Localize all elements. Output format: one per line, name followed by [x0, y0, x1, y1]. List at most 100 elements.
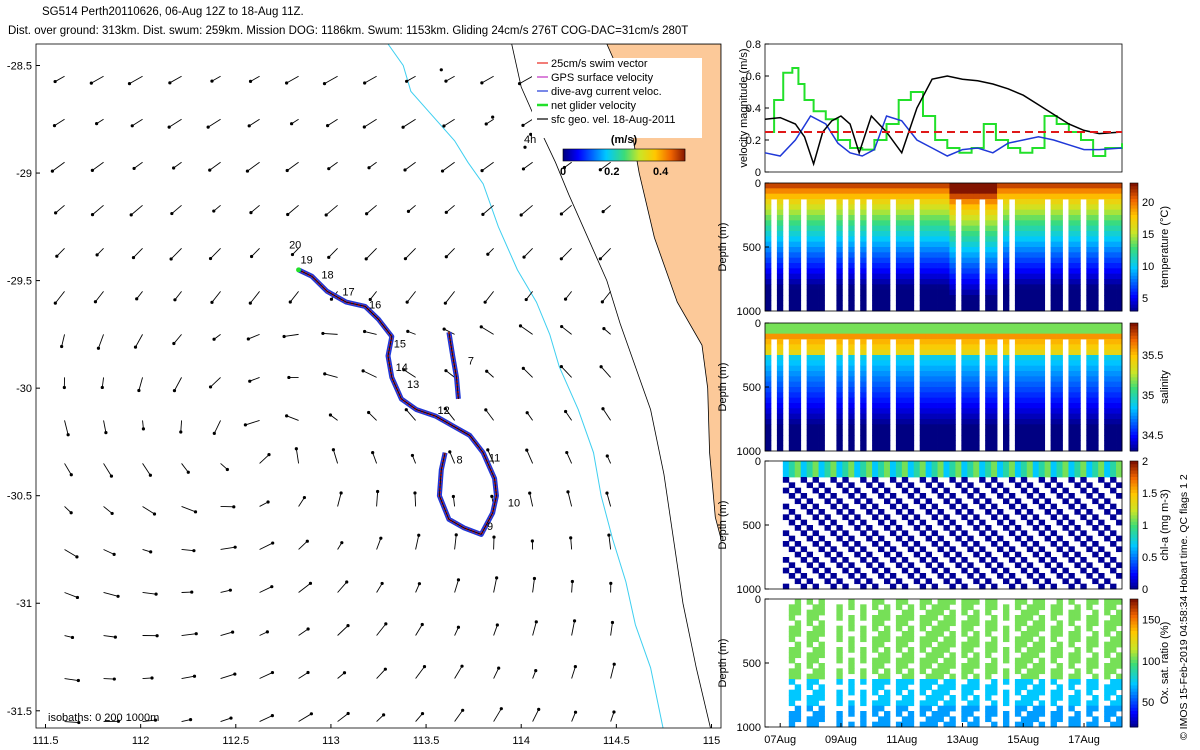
arrow-head	[137, 388, 141, 393]
section-cell	[1056, 231, 1063, 237]
section-cell	[776, 419, 784, 425]
section-cell	[1050, 295, 1057, 301]
section-cell	[788, 615, 796, 621]
section-cell	[1003, 183, 1010, 189]
section-cell	[967, 231, 974, 237]
section-cell	[1056, 424, 1063, 431]
section-cell	[889, 530, 897, 537]
section-cell	[1110, 503, 1117, 510]
section-cell	[1110, 599, 1117, 605]
section-cell	[943, 183, 950, 189]
section-cell	[788, 231, 796, 237]
section-cell	[860, 289, 867, 296]
section-cell	[794, 620, 802, 627]
section-cell	[1026, 344, 1034, 351]
section-cell	[1008, 583, 1016, 590]
section-cell	[788, 700, 796, 707]
colorbar-frame	[1129, 598, 1139, 728]
section-cell	[943, 413, 950, 420]
section-cell	[1020, 424, 1028, 431]
section-cell	[1056, 684, 1063, 691]
section-cell	[860, 387, 867, 393]
arrow-shaft	[602, 204, 611, 212]
section-cell	[1014, 333, 1022, 340]
section-cell	[842, 530, 849, 537]
colorbar-cell	[669, 149, 671, 161]
section-cell	[878, 620, 885, 627]
section-cell	[1104, 328, 1111, 335]
section-cell	[1014, 392, 1022, 399]
section-cell	[848, 199, 855, 205]
section-cell	[919, 225, 927, 232]
section-cell	[985, 289, 992, 296]
arrow-shaft	[211, 75, 221, 82]
section-cell	[1110, 387, 1117, 393]
section-cell	[997, 188, 1004, 195]
section-cell	[1056, 599, 1063, 605]
section-cell	[848, 225, 855, 232]
section-cell	[854, 541, 861, 547]
section-cell	[1003, 647, 1010, 653]
section-cell	[1104, 445, 1111, 452]
section-cell	[818, 220, 825, 227]
colorbar-cell	[612, 149, 614, 161]
section-cell	[991, 220, 998, 227]
arrow-shaft	[298, 628, 309, 636]
section-cell	[1104, 241, 1111, 248]
section-cell	[1003, 652, 1010, 659]
section-cell	[961, 273, 968, 280]
section-cell	[776, 284, 784, 291]
section-cell	[991, 700, 998, 707]
section-cell	[1116, 360, 1123, 367]
section-cell	[1092, 305, 1099, 312]
section-cell	[878, 268, 885, 275]
section-cell	[800, 188, 808, 195]
section-cell	[1003, 466, 1010, 473]
section-cell	[1092, 323, 1099, 329]
arrow-shaft	[571, 712, 576, 722]
arrow-head	[116, 594, 120, 598]
colorbar-cell	[608, 149, 610, 161]
section-cell	[884, 615, 891, 621]
section-cell	[824, 487, 831, 494]
arrow-head	[346, 711, 350, 716]
section-cell	[961, 530, 968, 537]
section-cell	[794, 663, 802, 669]
section-cell	[794, 355, 802, 361]
arrow-shaft	[445, 291, 455, 304]
section-cell	[949, 652, 956, 659]
arrow-head	[566, 490, 570, 494]
section-cell	[1092, 289, 1099, 296]
colorbar-cell	[634, 149, 636, 161]
section-cell	[949, 440, 956, 447]
section-cell	[943, 305, 950, 312]
section-cell	[937, 257, 944, 264]
arrow-shaft	[570, 537, 573, 550]
section-cell	[937, 413, 944, 420]
credit-text: © IMOS 15-Feb-2019 04:58:34 Hobart time.…	[1178, 474, 1190, 740]
section-cell	[1038, 231, 1046, 237]
section-cell	[860, 461, 867, 467]
colorbar-cell	[642, 149, 644, 161]
section-cell	[931, 241, 938, 248]
section-cell	[776, 333, 784, 340]
arrow-shaft	[259, 715, 273, 722]
section-cell	[1020, 599, 1028, 605]
section-cell	[860, 403, 867, 409]
section-cell	[973, 397, 980, 404]
section-cell	[1086, 289, 1093, 296]
section-cell	[931, 689, 938, 696]
section-cell	[907, 397, 915, 404]
section-cell	[985, 371, 992, 377]
arrow-head	[77, 720, 81, 725]
section-cell	[1026, 392, 1034, 399]
section-cell	[1074, 349, 1081, 356]
section-cell	[872, 295, 879, 301]
arrow-shaft	[328, 248, 338, 258]
section-cell	[1068, 289, 1075, 296]
section-cell	[985, 209, 992, 216]
section-cell	[872, 241, 879, 248]
colorbar-cell	[1130, 263, 1138, 267]
section-cell	[991, 487, 998, 494]
section-cell	[812, 668, 819, 675]
